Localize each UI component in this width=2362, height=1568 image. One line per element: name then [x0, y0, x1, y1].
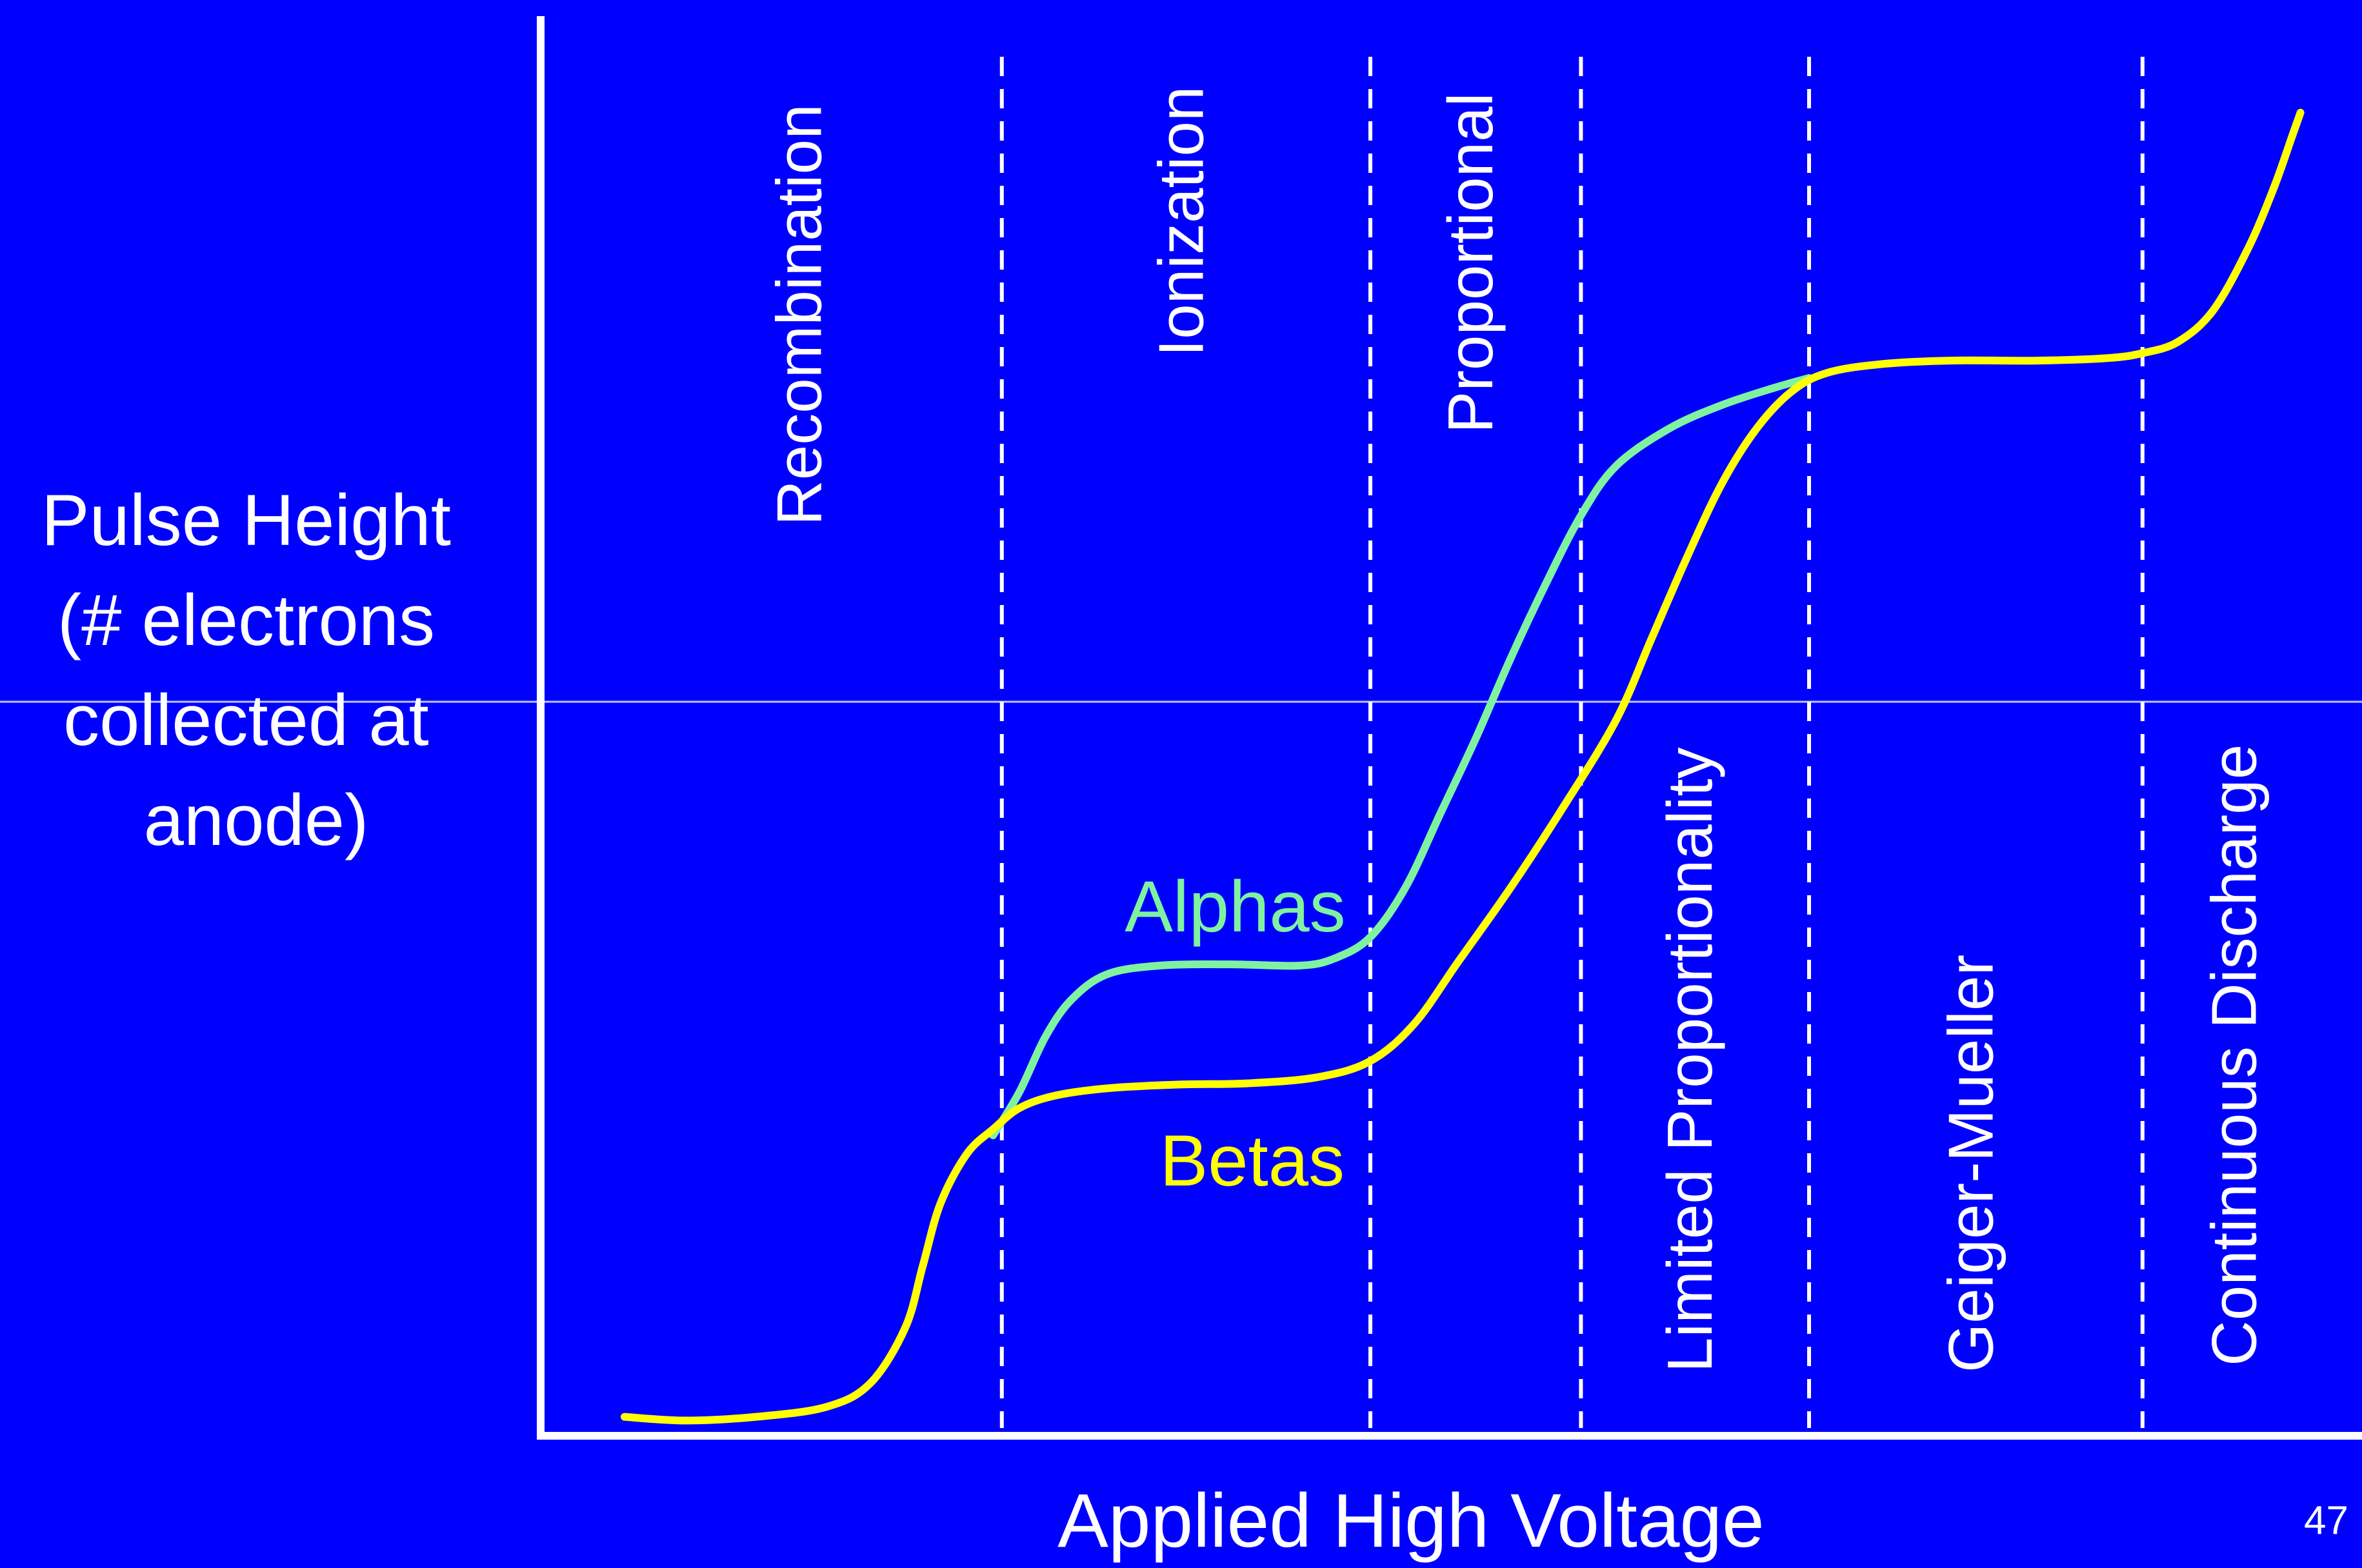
region-boundary-lines	[999, 57, 2145, 1428]
region-label-ionization: Ionization	[1145, 86, 1216, 357]
annotation-betas: Betas	[1160, 1120, 1345, 1201]
series-line-alphas	[989, 374, 1813, 1140]
region-label-limited-proportionality: Limited Proportionality	[1654, 747, 1725, 1373]
region-label-geiger-mueller: Geiger-Mueller	[1935, 955, 2006, 1373]
y-axis-label: Pulse Height (# electrons collected at a…	[41, 480, 471, 860]
region-label-recombination: Recombination	[763, 104, 834, 526]
region-label-continuous-discharge: Continuous Discharge	[2198, 744, 2269, 1366]
y-axis-label-line-1: Pulse Height	[41, 480, 451, 561]
region-labels: Recombination Ionization Proportional Limit…	[763, 86, 2269, 1373]
region-label-proportional: Proportional	[1435, 93, 1506, 433]
series-line-betas	[621, 108, 2305, 1425]
y-axis-label-line-4: anode)	[144, 780, 369, 860]
series-annotations: Alphas Betas	[1125, 866, 1345, 1201]
x-axis-label: Applied High Voltage	[1057, 1478, 1765, 1563]
page-number: 47	[2304, 1498, 2348, 1543]
annotation-alphas: Alphas	[1125, 866, 1345, 947]
series-lines	[621, 108, 2305, 1425]
y-axis-label-line-3: collected at	[63, 680, 429, 760]
y-axis-label-line-2: (# electrons	[57, 580, 435, 660]
